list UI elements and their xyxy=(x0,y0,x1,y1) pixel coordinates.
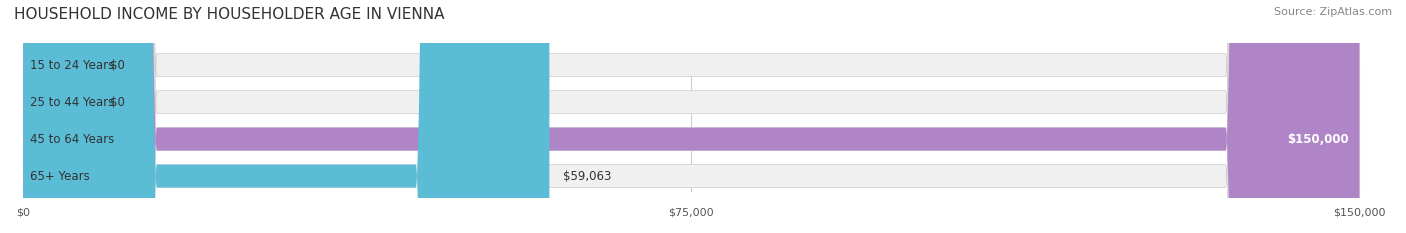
Text: 25 to 44 Years: 25 to 44 Years xyxy=(30,96,114,109)
FancyBboxPatch shape xyxy=(24,0,1360,233)
Text: Source: ZipAtlas.com: Source: ZipAtlas.com xyxy=(1274,7,1392,17)
Text: $150,000: $150,000 xyxy=(1286,133,1348,146)
FancyBboxPatch shape xyxy=(24,0,97,233)
FancyBboxPatch shape xyxy=(24,0,97,233)
Text: HOUSEHOLD INCOME BY HOUSEHOLDER AGE IN VIENNA: HOUSEHOLD INCOME BY HOUSEHOLDER AGE IN V… xyxy=(14,7,444,22)
FancyBboxPatch shape xyxy=(24,0,1360,233)
FancyBboxPatch shape xyxy=(24,0,1360,233)
Text: $0: $0 xyxy=(110,59,125,72)
FancyBboxPatch shape xyxy=(24,0,1360,233)
Text: 65+ Years: 65+ Years xyxy=(30,170,90,183)
Text: $59,063: $59,063 xyxy=(562,170,612,183)
FancyBboxPatch shape xyxy=(24,0,1360,233)
Text: 45 to 64 Years: 45 to 64 Years xyxy=(30,133,114,146)
Text: 15 to 24 Years: 15 to 24 Years xyxy=(30,59,114,72)
FancyBboxPatch shape xyxy=(24,0,550,233)
Text: $0: $0 xyxy=(110,96,125,109)
